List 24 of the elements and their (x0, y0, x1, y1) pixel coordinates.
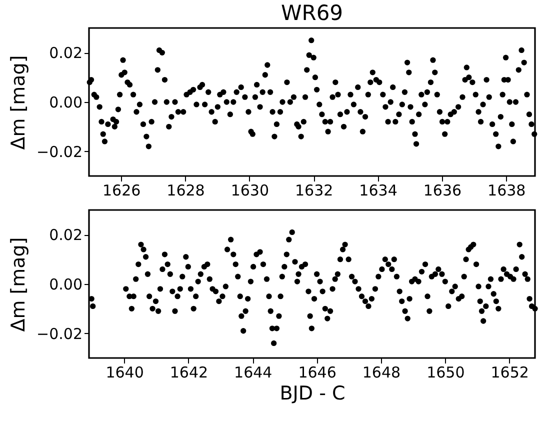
y-axis-title: Δm [mag] (8, 55, 30, 150)
x-tick-label: 1628 (166, 182, 205, 200)
x-tick-label: 1626 (102, 182, 141, 200)
chart-title: WR69 (280, 1, 344, 25)
x-axis-title: BJD - C (280, 382, 346, 404)
y-tick-label: −0.02 (36, 324, 82, 343)
x-tick-label: 1630 (230, 182, 270, 200)
x-tick-label: 1646 (298, 364, 336, 382)
y-tick-label: −0.02 (36, 142, 82, 161)
y-tick-label: 0.00 (49, 276, 82, 294)
x-tick-label: 1648 (362, 364, 401, 382)
x-tick-label: 1640 (106, 364, 144, 382)
x-tick-label: 1632 (295, 182, 334, 200)
x-tick-label: 1650 (426, 364, 465, 382)
x-tick-label: 1634 (359, 182, 398, 200)
x-tick-label: 1638 (488, 182, 526, 200)
y-tick-label: 0.02 (49, 226, 82, 244)
y-tick-label: 0.00 (49, 94, 82, 112)
x-tick-label: 1642 (170, 364, 208, 382)
x-tick-label: 1644 (234, 364, 272, 382)
x-tick-label: 1636 (423, 182, 462, 200)
y-tick-label: 0.02 (49, 44, 82, 62)
x-tick-label: 1652 (490, 364, 529, 382)
y-axis-title: Δm [mag] (8, 237, 30, 332)
